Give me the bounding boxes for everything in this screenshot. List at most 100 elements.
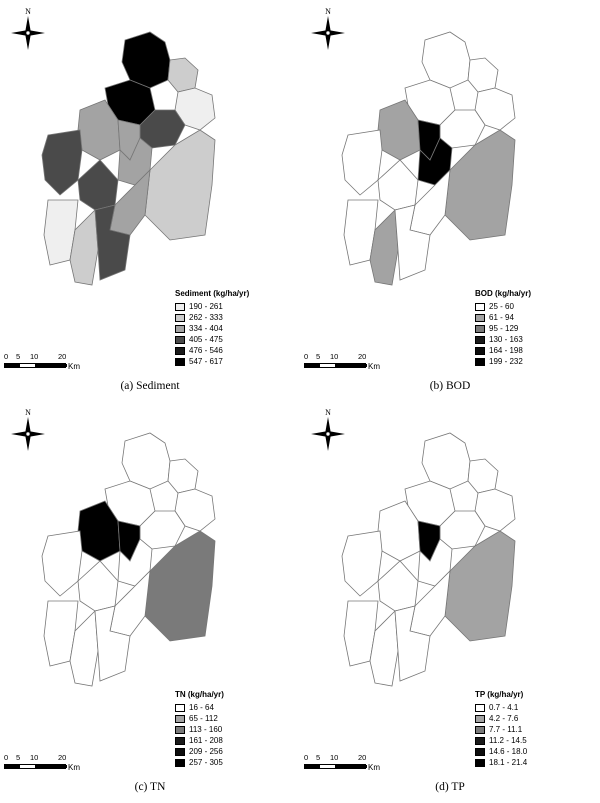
legend-swatch — [475, 736, 485, 745]
legend-item: 199 - 232 — [475, 356, 531, 367]
legend-swatch — [475, 313, 485, 322]
scale-bar: 0 5 10 20 Km — [2, 352, 102, 378]
legend-title: TN (kg/ha/yr) — [175, 690, 224, 699]
legend-swatch — [175, 357, 185, 366]
legend-swatch — [475, 725, 485, 734]
subbasin-polygon — [467, 57, 499, 93]
legend-label: 18.1 - 21.4 — [489, 757, 528, 767]
legend-label: 257 - 305 — [189, 757, 223, 767]
legend-item: 113 - 160 — [175, 724, 224, 735]
scale-bar-graphic — [304, 363, 367, 368]
legend-item: 405 - 475 — [175, 334, 249, 345]
subbasin-polygon — [94, 605, 131, 682]
legend-item: 14.6 - 18.0 — [475, 746, 527, 757]
scale-tick-label: 10 — [330, 753, 339, 762]
map-legend: TN (kg/ha/yr) 16 - 64 65 - 112 113 - 160 161… — [175, 691, 224, 768]
legend-swatch — [475, 324, 485, 333]
scale-tick-label: 5 — [16, 352, 21, 361]
subbasin-polygon — [121, 432, 171, 490]
legend-item: 16 - 64 — [175, 702, 224, 713]
legend-label: 16 - 64 — [189, 702, 214, 712]
legend-label: 130 - 163 — [489, 334, 523, 344]
scale-tick-label: 5 — [316, 352, 321, 361]
subbasin-polygon — [394, 605, 431, 682]
legend-title: Sediment (kg/ha/yr) — [175, 289, 250, 298]
subbasin-polygon — [167, 57, 199, 93]
legend-item: 190 - 261 — [175, 301, 249, 312]
subbasin-polygon — [417, 137, 453, 186]
legend-item: 130 - 163 — [475, 334, 531, 345]
legend-swatch — [475, 714, 485, 723]
legend-swatch — [175, 714, 185, 723]
legend-label: 199 - 232 — [489, 356, 523, 366]
subbasin-polygon — [467, 458, 499, 494]
legend-label: 405 - 475 — [189, 334, 223, 344]
legend-label: 262 - 333 — [189, 312, 223, 322]
scale-unit: Km — [68, 763, 80, 772]
map-legend: BOD (kg/ha/yr) 25 - 60 61 - 94 95 - 129 130 … — [475, 290, 531, 367]
legend-item: 209 - 256 — [175, 746, 224, 757]
legend-item: 95 - 129 — [475, 323, 531, 334]
legend-item: 262 - 333 — [175, 312, 249, 323]
legend-label: 61 - 94 — [489, 312, 514, 322]
scale-tick-label: 5 — [16, 753, 21, 762]
scale-tick-label: 0 — [304, 753, 309, 762]
legend-swatch — [175, 747, 185, 756]
north-arrow-icon: N — [11, 7, 45, 50]
compass-n-label: N — [25, 408, 31, 417]
legend-label: 25 - 60 — [489, 301, 514, 311]
subbasin-polygon — [117, 137, 153, 186]
watershed-map — [41, 432, 216, 687]
subbasin-polygon — [421, 432, 471, 490]
subbasin-polygon — [94, 204, 131, 281]
scale-bar: 0 5 10 20 Km — [2, 753, 102, 779]
subbasin-polygon — [341, 129, 383, 196]
subbasin-polygon — [341, 530, 383, 597]
legend-label: 113 - 160 — [189, 724, 223, 734]
map-legend: TP (kg/ha/yr) 0.7 - 4.1 4.2 - 7.6 7.7 - 11.… — [475, 691, 527, 768]
scale-tick-label: 20 — [58, 352, 67, 361]
scale-unit: Km — [68, 362, 80, 371]
legend-item: 65 - 112 — [175, 713, 224, 724]
compass-n-label: N — [25, 7, 31, 16]
panel-tp: N TP (kg/ha/yr) 0.7 - 4.1 4.2 - 7.6 7.7 - 11… — [300, 401, 600, 802]
panel-tn: N TN (kg/ha/yr) 16 - 64 65 - 112 113 - 160 16… — [0, 401, 300, 802]
subbasin-polygon — [41, 129, 83, 196]
legend-swatch — [175, 736, 185, 745]
north-arrow-icon: N — [311, 408, 345, 451]
legend-swatch — [175, 346, 185, 355]
legend-label: 4.2 - 7.6 — [489, 713, 519, 723]
north-arrow-icon: N — [11, 408, 45, 451]
legend-label: 476 - 546 — [189, 345, 223, 355]
subbasin-polygon — [77, 560, 119, 612]
legend-swatch — [175, 324, 185, 333]
legend-item: 25 - 60 — [475, 301, 531, 312]
subbasin-polygon — [394, 204, 431, 281]
scale-tick-label: 0 — [304, 352, 309, 361]
scale-tick-label: 20 — [58, 753, 67, 762]
legend-label: 190 - 261 — [189, 301, 223, 311]
scale-tick-label: 5 — [316, 753, 321, 762]
legend-swatch — [475, 703, 485, 712]
legend-label: 11.2 - 14.5 — [489, 735, 527, 745]
legend-label: 547 - 617 — [189, 356, 223, 366]
legend-item: 18.1 - 21.4 — [475, 757, 527, 768]
subbasin-polygon — [117, 538, 153, 587]
legend-label: 65 - 112 — [189, 713, 218, 723]
map-legend: Sediment (kg/ha/yr) 190 - 261 262 - 333 334… — [175, 290, 249, 367]
legend-item: 161 - 208 — [175, 735, 224, 746]
legend-label: 7.7 - 11.1 — [489, 724, 523, 734]
legend-swatch — [475, 747, 485, 756]
legend-label: 95 - 129 — [489, 323, 519, 333]
watershed-map — [341, 432, 516, 687]
watershed-map — [41, 31, 216, 286]
legend-swatch — [475, 335, 485, 344]
panel-caption: (b) BOD — [429, 380, 471, 392]
scale-bar: 0 5 10 20 Km — [302, 753, 402, 779]
legend-title: BOD (kg/ha/yr) — [475, 289, 532, 298]
subbasin-polygon — [41, 530, 83, 597]
scale-bar-graphic — [4, 764, 67, 769]
compass-n-label: N — [325, 408, 331, 417]
legend-swatch — [475, 357, 485, 366]
scale-tick-label: 20 — [358, 352, 367, 361]
